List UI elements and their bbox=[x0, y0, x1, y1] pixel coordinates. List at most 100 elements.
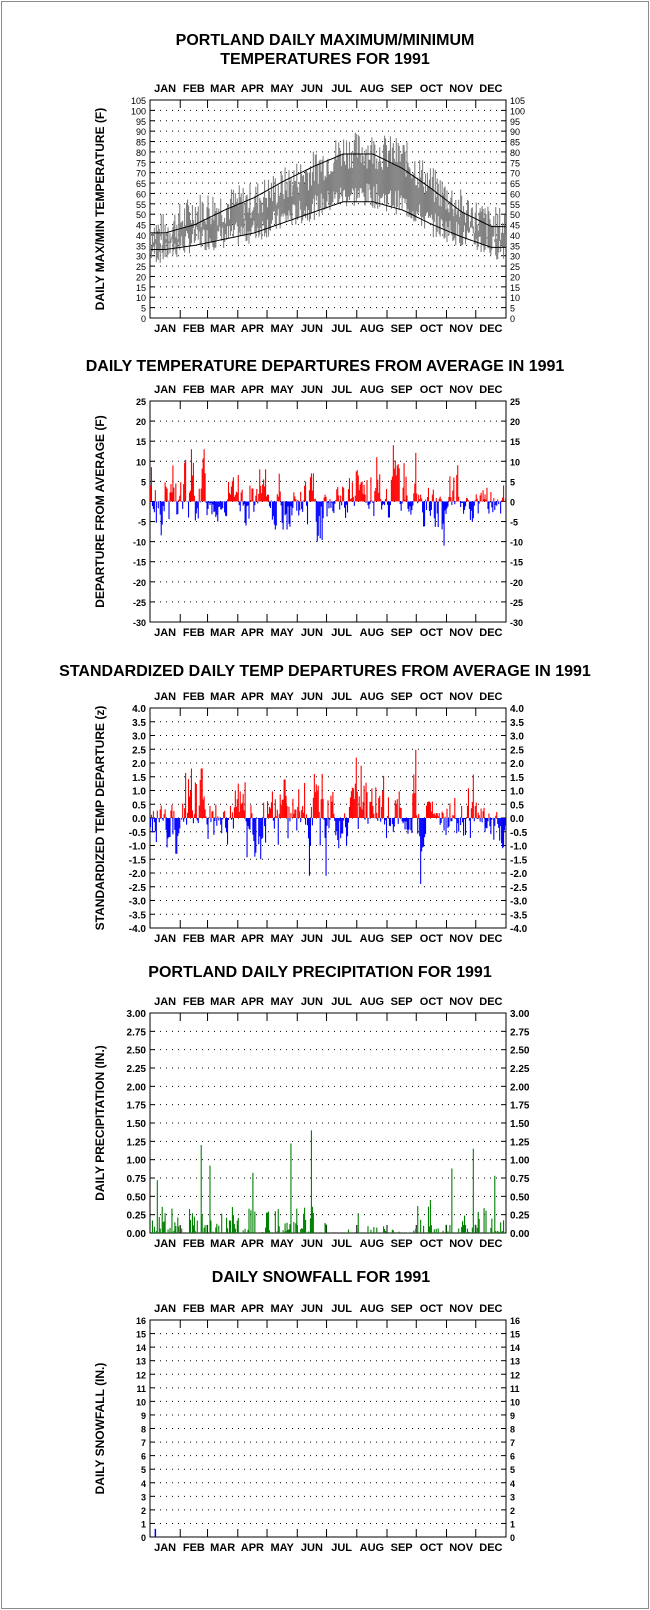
y-tick-label-left: -3.5 bbox=[129, 910, 147, 921]
y-tick-label-left: 80 bbox=[136, 148, 146, 158]
x-month-label-top: AUG bbox=[360, 1303, 384, 1315]
chart-2-title: DAILY TEMPERATURE DEPARTURES FROM AVERAG… bbox=[86, 358, 565, 375]
x-month-label-top: FEB bbox=[183, 384, 205, 396]
y-tick-label-right: 1.5 bbox=[510, 773, 524, 784]
y-tick-label-right: 25 bbox=[510, 262, 520, 272]
y-tick-label-left: -4.0 bbox=[129, 924, 147, 935]
x-month-label-bottom: NOV bbox=[449, 627, 474, 639]
x-month-label-bottom: JAN bbox=[154, 627, 176, 639]
y-tick-label-left: 5 bbox=[141, 304, 146, 314]
y-tick-label-left: 35 bbox=[136, 241, 146, 251]
y-tick-label-left: 100 bbox=[131, 106, 146, 116]
y-tick-label-right: 0 bbox=[510, 314, 515, 324]
y-tick-label-right: 3.00 bbox=[510, 1009, 530, 1020]
x-month-label-bottom: JAN bbox=[154, 933, 176, 945]
x-month-label-bottom: OCT bbox=[420, 1238, 444, 1250]
y-tick-label-right: 95 bbox=[510, 117, 520, 127]
y-tick-label-left: 45 bbox=[136, 221, 146, 231]
x-month-label-top: DEC bbox=[479, 384, 502, 396]
x-month-label-bottom: AUG bbox=[360, 323, 384, 335]
y-tick-label-right: 50 bbox=[510, 210, 520, 220]
y-tick-label-right: 0 bbox=[510, 497, 515, 507]
y-tick-label-right: 0.50 bbox=[510, 1192, 530, 1203]
y-tick-label-right: -10 bbox=[510, 538, 523, 548]
x-month-label-bottom: OCT bbox=[420, 323, 444, 335]
y-tick-label-right: -15 bbox=[510, 558, 523, 568]
y-tick-label-left: 25 bbox=[136, 397, 146, 407]
x-month-label-top: JUN bbox=[301, 691, 323, 703]
y-tick-label-left: -25 bbox=[133, 598, 146, 608]
x-month-label-top: SEP bbox=[391, 83, 413, 95]
y-tick-label-right: 25 bbox=[510, 397, 520, 407]
x-month-label-top: AUG bbox=[360, 83, 384, 95]
y-tick-label-right: 7 bbox=[510, 1438, 515, 1448]
precip-bars bbox=[151, 1130, 505, 1233]
y-tick-label-left: 2.0 bbox=[132, 759, 146, 770]
y-tick-label-left: 16 bbox=[136, 1316, 146, 1326]
y-tick-label-right: 16 bbox=[510, 1316, 520, 1326]
x-month-label-bottom: JAN bbox=[154, 1542, 176, 1554]
y-tick-label-right: 0.75 bbox=[510, 1174, 530, 1185]
y-tick-label-left: 3.0 bbox=[132, 732, 146, 743]
y-tick-label-left: 20 bbox=[136, 417, 146, 427]
x-month-label-bottom: NOV bbox=[449, 933, 474, 945]
y-tick-label-left: 85 bbox=[136, 138, 146, 148]
y-tick-label-left: 15 bbox=[136, 283, 146, 293]
x-month-label-top: FEB bbox=[183, 1303, 205, 1315]
y-tick-label-right: 2.00 bbox=[510, 1082, 530, 1093]
x-month-label-bottom: JUL bbox=[331, 933, 352, 945]
x-month-label-top: JAN bbox=[154, 384, 176, 396]
y-tick-label-right: -0.5 bbox=[510, 828, 528, 839]
y-tick-label-left: 1.50 bbox=[127, 1119, 147, 1130]
y-tick-label-left: 50 bbox=[136, 210, 146, 220]
x-month-label-bottom: JAN bbox=[154, 1238, 176, 1250]
y-tick-label-left: 14 bbox=[136, 1343, 146, 1353]
x-month-label-bottom: FEB bbox=[183, 933, 205, 945]
y-tick-label-left: 2.75 bbox=[127, 1027, 147, 1038]
x-month-label-bottom: SEP bbox=[391, 323, 413, 335]
y-tick-label-right: 2.5 bbox=[510, 745, 524, 756]
y-axis-label: DEPARTURE FROM AVERAGE (F) bbox=[93, 415, 107, 607]
normal-max-line bbox=[150, 153, 506, 234]
y-tick-label-right: 65 bbox=[510, 179, 520, 189]
x-month-label-top: MAY bbox=[270, 384, 294, 396]
y-tick-label-left: 2.00 bbox=[127, 1082, 147, 1093]
x-month-label-top: AUG bbox=[360, 384, 384, 396]
y-tick-label-left: 0.00 bbox=[127, 1229, 147, 1240]
x-month-label-top: AUG bbox=[360, 996, 384, 1008]
x-month-label-bottom: APR bbox=[241, 323, 264, 335]
y-tick-label-left: 20 bbox=[136, 272, 146, 282]
y-tick-label-right: -5 bbox=[510, 518, 518, 528]
y-tick-label-left: 55 bbox=[136, 200, 146, 210]
y-tick-label-right: 10 bbox=[510, 1397, 520, 1407]
y-tick-label-right: 2.50 bbox=[510, 1046, 530, 1057]
y-tick-label-left: 2.25 bbox=[127, 1064, 147, 1075]
y-tick-label-left: 40 bbox=[136, 231, 146, 241]
y-tick-label-right: 55 bbox=[510, 200, 520, 210]
y-tick-label-right: 3 bbox=[510, 1492, 515, 1502]
x-month-label-top: MAR bbox=[210, 384, 235, 396]
y-tick-label-right: 1.75 bbox=[510, 1101, 530, 1112]
y-tick-label-right: 1.50 bbox=[510, 1119, 530, 1130]
y-tick-label-right: -3.0 bbox=[510, 897, 528, 908]
y-tick-label-right: 0.5 bbox=[510, 800, 524, 811]
y-tick-label-left: 1.75 bbox=[127, 1101, 147, 1112]
y-tick-label-right: 4.0 bbox=[510, 704, 524, 715]
y-tick-label-left: 0.25 bbox=[127, 1211, 147, 1222]
x-month-label-bottom: JUN bbox=[301, 323, 323, 335]
x-month-label-bottom: DEC bbox=[479, 323, 502, 335]
x-month-label-bottom: NOV bbox=[449, 1542, 474, 1554]
x-month-label-top: SEP bbox=[391, 996, 413, 1008]
x-month-label-bottom: NOV bbox=[449, 323, 474, 335]
chart-4-title: PORTLAND DAILY PRECIPITATION FOR 1991 bbox=[148, 964, 492, 981]
y-tick-label-right: 40 bbox=[510, 231, 520, 241]
x-month-label-bottom: MAR bbox=[210, 933, 235, 945]
x-month-label-bottom: NOV bbox=[449, 1238, 474, 1250]
chart-3-axes: 0.00 0.00 0.25 0.25 0.50 0.50 0.75 0.75 1.00 1.00… bbox=[93, 996, 530, 1250]
y-tick-label-left: 60 bbox=[136, 189, 146, 199]
x-month-label-top: JAN bbox=[154, 83, 176, 95]
y-tick-label-left: 5 bbox=[141, 1465, 146, 1475]
x-month-label-top: JAN bbox=[154, 996, 176, 1008]
y-tick-label-left: -30 bbox=[133, 618, 146, 628]
